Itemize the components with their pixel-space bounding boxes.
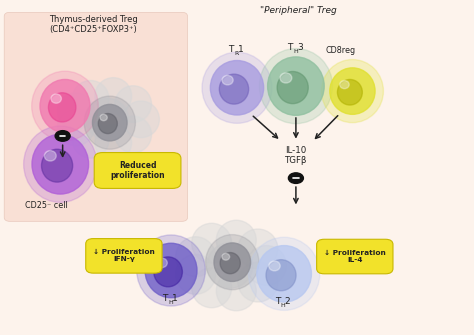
Ellipse shape (86, 98, 128, 140)
Ellipse shape (269, 261, 280, 271)
Ellipse shape (216, 271, 256, 311)
Ellipse shape (277, 71, 308, 104)
FancyBboxPatch shape (317, 239, 393, 274)
Ellipse shape (246, 246, 286, 285)
Ellipse shape (248, 237, 320, 310)
Ellipse shape (257, 246, 311, 302)
Text: "Peripheral" Treg: "Peripheral" Treg (260, 6, 337, 15)
Text: IL-10
TGFβ: IL-10 TGFβ (285, 146, 307, 165)
Ellipse shape (207, 243, 253, 288)
Text: R: R (234, 51, 238, 56)
Text: CD8reg: CD8reg (326, 46, 356, 55)
Ellipse shape (330, 68, 375, 114)
Text: 3: 3 (297, 43, 303, 52)
Circle shape (55, 131, 70, 141)
Ellipse shape (219, 74, 249, 104)
Ellipse shape (51, 94, 62, 103)
FancyBboxPatch shape (4, 12, 188, 221)
Ellipse shape (321, 60, 383, 123)
Ellipse shape (45, 150, 56, 161)
Ellipse shape (268, 57, 324, 115)
Text: (CD4⁺CD25⁺FOXP3⁺): (CD4⁺CD25⁺FOXP3⁺) (49, 25, 137, 34)
Ellipse shape (115, 116, 152, 153)
Text: H: H (168, 300, 173, 305)
Ellipse shape (95, 78, 132, 114)
Ellipse shape (57, 109, 94, 146)
Text: ↓ Proliferation
IL-4: ↓ Proliferation IL-4 (324, 250, 386, 263)
Ellipse shape (191, 223, 232, 263)
Ellipse shape (32, 134, 89, 194)
Ellipse shape (32, 71, 98, 141)
Ellipse shape (216, 220, 256, 260)
Text: CD25⁻ cell: CD25⁻ cell (25, 201, 67, 210)
Ellipse shape (340, 80, 349, 89)
Ellipse shape (202, 52, 272, 123)
Ellipse shape (280, 73, 292, 83)
FancyBboxPatch shape (86, 239, 162, 273)
Ellipse shape (42, 149, 73, 182)
Ellipse shape (176, 237, 216, 277)
Text: 1: 1 (173, 294, 178, 303)
Ellipse shape (115, 86, 152, 122)
Ellipse shape (266, 260, 296, 291)
FancyBboxPatch shape (94, 152, 181, 188)
Ellipse shape (220, 253, 240, 274)
Ellipse shape (222, 253, 230, 260)
Ellipse shape (123, 101, 159, 138)
Ellipse shape (72, 122, 109, 158)
Ellipse shape (145, 243, 197, 298)
Ellipse shape (222, 75, 233, 85)
Text: 1: 1 (238, 45, 244, 54)
Ellipse shape (24, 126, 97, 202)
Ellipse shape (206, 234, 259, 290)
Text: T: T (163, 294, 168, 303)
Ellipse shape (210, 61, 264, 115)
Ellipse shape (92, 105, 127, 141)
Ellipse shape (57, 93, 94, 130)
Ellipse shape (238, 262, 278, 302)
Ellipse shape (48, 93, 76, 122)
Ellipse shape (100, 114, 107, 121)
Text: T: T (287, 43, 293, 52)
Ellipse shape (137, 235, 205, 306)
Circle shape (288, 173, 303, 184)
Ellipse shape (238, 229, 278, 269)
Ellipse shape (98, 114, 118, 134)
Ellipse shape (40, 79, 90, 133)
Text: Thymus-derived Treg: Thymus-derived Treg (49, 15, 137, 24)
Text: H: H (293, 49, 298, 54)
Ellipse shape (156, 258, 167, 268)
Text: T: T (275, 297, 280, 307)
Text: Reduced
proliferation: Reduced proliferation (110, 161, 165, 180)
Ellipse shape (72, 80, 109, 117)
Ellipse shape (259, 49, 333, 124)
Ellipse shape (84, 96, 136, 149)
Text: 2: 2 (284, 297, 290, 307)
Text: ↓ Proliferation
IFN-γ: ↓ Proliferation IFN-γ (93, 249, 155, 262)
Ellipse shape (337, 79, 362, 105)
Text: T: T (228, 45, 234, 54)
Ellipse shape (176, 254, 216, 294)
Ellipse shape (95, 124, 132, 161)
Ellipse shape (154, 257, 182, 287)
Ellipse shape (214, 243, 251, 281)
Text: H: H (280, 304, 285, 308)
Ellipse shape (191, 268, 232, 308)
